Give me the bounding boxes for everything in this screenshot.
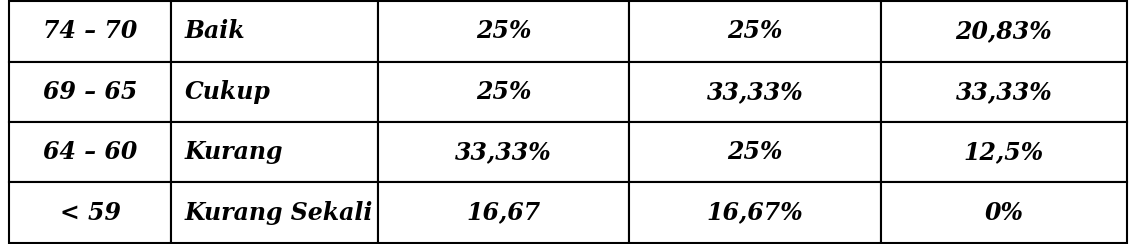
Bar xyxy=(9,61,172,122)
Bar xyxy=(378,1,629,61)
Text: 25%: 25% xyxy=(727,140,783,164)
Text: Cukup: Cukup xyxy=(185,80,270,104)
Bar xyxy=(172,182,378,243)
Text: 74 – 70: 74 – 70 xyxy=(43,20,137,43)
Text: 25%: 25% xyxy=(727,20,783,43)
Text: 33,33%: 33,33% xyxy=(707,80,803,104)
Bar xyxy=(9,182,172,243)
Bar xyxy=(378,122,629,183)
Text: 64 – 60: 64 – 60 xyxy=(43,140,137,164)
Bar xyxy=(172,122,378,183)
Text: 0%: 0% xyxy=(985,201,1024,224)
Text: Baik: Baik xyxy=(185,20,245,43)
Text: 25%: 25% xyxy=(476,80,532,104)
Bar xyxy=(629,182,882,243)
Text: 16,67%: 16,67% xyxy=(707,201,803,224)
Bar xyxy=(378,182,629,243)
Bar xyxy=(378,61,629,122)
Bar xyxy=(882,122,1127,183)
Text: 69 – 65: 69 – 65 xyxy=(43,80,137,104)
Bar xyxy=(882,1,1127,61)
Text: 25%: 25% xyxy=(476,20,532,43)
Text: 33,33%: 33,33% xyxy=(955,80,1052,104)
Bar xyxy=(172,61,378,122)
Text: 20,83%: 20,83% xyxy=(955,20,1052,43)
Bar xyxy=(629,1,882,61)
Bar xyxy=(629,61,882,122)
Text: 12,5%: 12,5% xyxy=(963,140,1044,164)
Bar xyxy=(9,122,172,183)
Bar xyxy=(882,182,1127,243)
Text: Kurang Sekali: Kurang Sekali xyxy=(185,201,374,224)
Bar xyxy=(882,61,1127,122)
Text: < 59: < 59 xyxy=(59,201,120,224)
Bar xyxy=(629,122,882,183)
Text: 16,67: 16,67 xyxy=(467,201,541,224)
Text: Kurang: Kurang xyxy=(185,140,283,164)
Bar xyxy=(9,1,172,61)
Text: 33,33%: 33,33% xyxy=(456,140,552,164)
Bar xyxy=(172,1,378,61)
